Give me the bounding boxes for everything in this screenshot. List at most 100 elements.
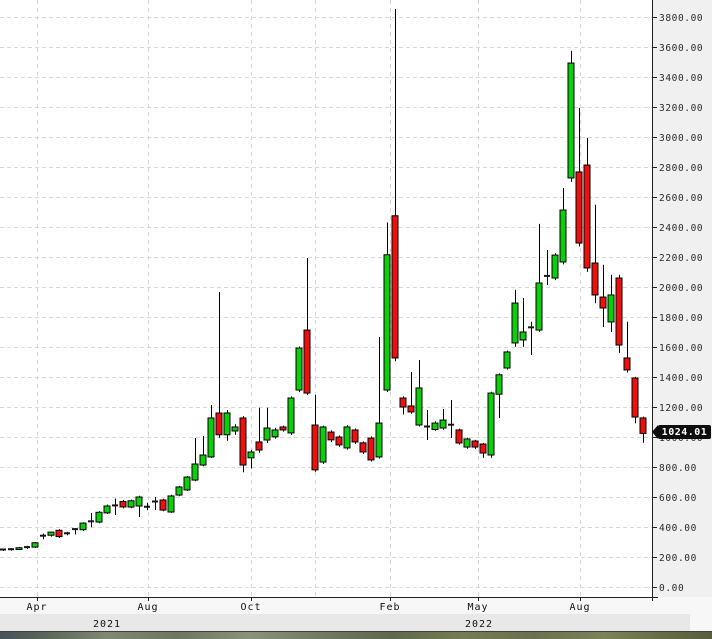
- x-tick-label: Oct: [240, 602, 261, 613]
- year-label: 2021: [93, 619, 121, 630]
- y-tick-label: 2400.00: [659, 223, 703, 234]
- y-axis-gutter: [652, 0, 712, 597]
- candle-body-down: [631, 377, 639, 418]
- candle-body-up: [551, 254, 559, 279]
- candle-body-up: [511, 302, 519, 344]
- candle-body-down: [367, 437, 375, 461]
- y-tick-label: 3400.00: [659, 73, 703, 84]
- candle-body-down: [359, 442, 367, 453]
- candle-body-up: [199, 454, 207, 466]
- candle-body-down: [479, 443, 487, 454]
- candle-body-up: [31, 542, 39, 548]
- candle-body-down: [583, 164, 591, 269]
- candle-body-up: [319, 426, 327, 463]
- candle-body-up: [607, 294, 615, 323]
- candle-body-up: [183, 476, 191, 491]
- x-tick-label: Aug: [137, 602, 158, 613]
- y-tick-label: 1400.00: [659, 373, 703, 384]
- candle-doji-body: [144, 505, 150, 508]
- candle-doji-body: [8, 548, 14, 551]
- candle-body-down: [239, 417, 247, 466]
- candle-doji-body: [40, 534, 46, 537]
- candle-body-up: [271, 429, 279, 438]
- candle-body-down: [279, 426, 287, 431]
- candle-body-up: [167, 495, 175, 513]
- candle-doji-body: [112, 504, 118, 507]
- y-tick-label: 3000.00: [659, 133, 703, 144]
- y-tick-label: 2600.00: [659, 193, 703, 204]
- y-tick-label: 200.00: [659, 553, 697, 564]
- x-tick-label: Apr: [26, 602, 47, 613]
- candle-body-up: [207, 417, 215, 458]
- candle-body-up: [439, 419, 447, 429]
- candle-body-down: [471, 440, 479, 448]
- candle-body-up: [295, 347, 303, 391]
- year-band: [0, 614, 690, 631]
- year-label: 2022: [465, 619, 493, 630]
- candle-body-up: [535, 282, 543, 331]
- x-tick-label: Feb: [379, 602, 400, 613]
- candle-body-down: [327, 431, 335, 441]
- candle-body-up: [247, 451, 255, 459]
- candle-doji-body: [424, 425, 430, 428]
- candle-body-down: [303, 329, 311, 394]
- candle-body-up: [103, 505, 111, 514]
- candle-body-up: [47, 531, 55, 536]
- candle-body-down: [215, 412, 223, 436]
- candle-body-up: [567, 62, 575, 179]
- candle-body-up: [223, 412, 231, 436]
- y-tick-label: 800.00: [659, 463, 697, 474]
- plot-background[interactable]: [0, 0, 712, 597]
- candle-body-up: [79, 522, 87, 531]
- candle-doji-body: [0, 548, 6, 551]
- y-tick-label: 3800.00: [659, 13, 703, 24]
- candle-body-down: [391, 215, 399, 359]
- candle-doji-body: [24, 546, 30, 549]
- x-tick-label: Aug: [569, 602, 590, 613]
- candle-body-up: [191, 463, 199, 481]
- candle-body-up: [343, 426, 351, 449]
- candle-body-down: [407, 405, 415, 413]
- y-tick-label: 3200.00: [659, 103, 703, 114]
- x-tick-label: May: [467, 602, 488, 613]
- candle-doji-body: [528, 326, 534, 329]
- candle-body-down: [455, 429, 463, 444]
- candle-doji-body: [448, 423, 454, 426]
- candle-body-up: [383, 254, 391, 391]
- last-price-value: 1024.01: [661, 426, 708, 438]
- candle-body-up: [503, 351, 511, 369]
- candle-body-up: [263, 427, 271, 441]
- candle-body-up: [519, 331, 527, 341]
- y-tick-label: 3600.00: [659, 43, 703, 54]
- candle-body-down: [55, 529, 63, 538]
- candle-body-down: [119, 501, 127, 508]
- candle-doji-body: [152, 500, 158, 503]
- candle-doji-body: [64, 532, 70, 535]
- candle-body-down: [591, 262, 599, 296]
- candle-body-up: [415, 387, 423, 426]
- candle-body-down: [615, 277, 623, 346]
- candle-body-down: [255, 441, 263, 451]
- candle-body-down: [351, 429, 359, 443]
- candle-body-down: [159, 499, 167, 511]
- y-tick-label: 1600.00: [659, 343, 703, 354]
- y-tick-label: 2800.00: [659, 163, 703, 174]
- candle-body-up: [431, 422, 439, 430]
- candle-body-down: [639, 417, 647, 434]
- candle-body-up: [15, 547, 23, 551]
- candle-doji-body: [72, 528, 78, 531]
- y-tick-label: 0.00: [659, 583, 684, 594]
- candle-body-up: [495, 374, 503, 395]
- candle-body-down: [599, 296, 607, 309]
- price-tag-arrow-icon: [652, 425, 658, 439]
- y-tick-label: 2200.00: [659, 253, 703, 264]
- desktop-wallpaper-strip: [0, 631, 712, 639]
- y-tick-label: 400.00: [659, 523, 697, 534]
- candle-body-up: [231, 426, 239, 432]
- last-price-tag: 1024.01: [652, 425, 711, 439]
- y-tick-label: 1200.00: [659, 403, 703, 414]
- y-tick-label: 600.00: [659, 493, 697, 504]
- candle-body-up: [487, 392, 495, 456]
- y-tick-label: 2000.00: [659, 283, 703, 294]
